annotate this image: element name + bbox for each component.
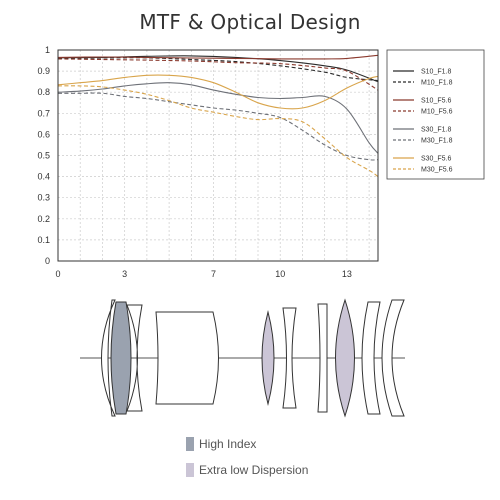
series-line-m10-f1-8 [57,57,379,82]
chart-legend: S10_F1.8 M10_F1.8 S10_F5.6 M10_F5.6 S30_F1.8… [393,69,453,174]
y-tick-label: 0.9 [37,66,50,76]
legend-high-index: High Index [186,437,256,451]
legend-label-m30-f1-8: M30_F1.8 [421,138,453,145]
y-tick-label: 0.7 [37,108,50,118]
y-tick-label: 0 [45,256,50,266]
y-tick-label: 0.1 [37,235,50,245]
chart-axes: 00.10.20.30.40.50.60.70.80.910 3 7 10 13 [37,45,351,279]
y-tick-label: 0.5 [37,151,50,161]
legend-label-m30-f5-6: M30_F5.6 [421,167,453,174]
high-index-swatch [186,437,194,451]
y-tick-label: 0.8 [37,87,50,97]
chart-series [57,54,379,178]
y-tick-label: 0.2 [37,214,50,224]
lens-element-5 [261,310,275,406]
legend-label-m10-f1-8: M10_F1.8 [421,80,453,87]
y-tick-label: 0.6 [37,129,50,139]
series-line-m30-f1-8 [58,92,379,161]
lens-element-10 [381,299,405,417]
series-line-s30-f1-8 [57,82,379,154]
legend-label-s10-f5-6: S10_F5.6 [421,98,451,105]
lens-element-9 [361,301,381,415]
lens-element-2 [110,301,132,415]
y-tick-label: 0.4 [37,172,50,182]
legend-label-s30-f5-6: S30_F5.6 [421,156,451,163]
y-tick-label: 0.3 [37,193,50,203]
legend-label-s30-f1-8: S30_F1.8 [421,127,451,134]
lens-element-7 [317,303,328,413]
lens-element-8 [335,298,355,418]
x-tick-label: 7 [211,269,216,279]
legend-label-m10-f5-6: M10_F5.6 [421,109,453,116]
legend-label-s10-f1-8: S10_F1.8 [421,69,451,76]
series-line-s30-f5-6 [57,74,379,110]
x-tick-label: 3 [122,269,127,279]
legend-high-index-label: High Index [199,437,257,451]
lens-element-4 [155,311,219,405]
y-tick-label: 1 [45,45,50,55]
plot-frame [57,49,379,262]
lens-element-3 [126,304,143,412]
lens-element-1 [101,299,116,417]
series-line-s10-f5-6 [57,54,379,60]
mtf-chart: 00.10.20.30.40.50.60.70.80.910 3 7 10 13 S10… [37,45,485,279]
x-tick-label: 10 [275,269,285,279]
x-tick-label: 13 [342,269,352,279]
lens-element-6 [282,307,297,409]
extra-low-dispersion-swatch [186,463,194,477]
legend-extra-low-dispersion: Extra low Dispersion [186,463,308,477]
series-line-m10-f5-6 [57,58,379,91]
legend-extra-low-dispersion-label: Extra low Dispersion [199,463,309,477]
x-tick-label: 0 [55,269,60,279]
chart-grid [58,50,378,261]
chart-title: MTF & Optical Design [139,10,361,34]
series-line-m30-f5-6 [57,85,379,178]
